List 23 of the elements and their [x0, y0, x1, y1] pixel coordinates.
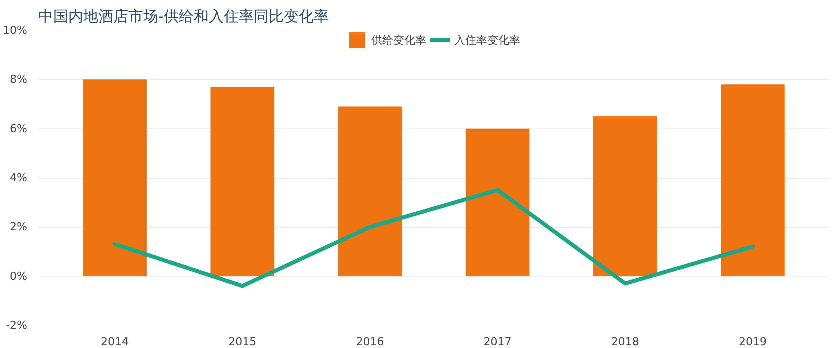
legend-label: 供给变化率: [372, 32, 426, 48]
bar: [83, 80, 147, 276]
x-tick-label: 2016: [356, 336, 384, 348]
legend-label: 入住率变化率: [454, 32, 520, 48]
bar: [721, 84, 785, 276]
x-tick-label: 2019: [738, 336, 767, 348]
y-tick-label: 2%: [10, 220, 28, 234]
x-tick-label: 2018: [611, 336, 640, 348]
y-tick-label: 8%: [10, 73, 28, 86]
y-tick-label: -2%: [6, 319, 28, 332]
x-tick-label: 2014: [101, 336, 130, 348]
x-tick-label: 2015: [228, 336, 257, 348]
bar: [210, 87, 275, 276]
y-tick-label: 0%: [10, 270, 28, 283]
x-tick-label: 2017: [484, 336, 512, 348]
line-series: [113, 188, 755, 288]
bar: [466, 128, 530, 276]
y-tick-label: 4%: [10, 172, 28, 184]
y-tick-label: 10%: [3, 24, 28, 37]
bar: [338, 106, 402, 276]
bar: [593, 116, 658, 276]
y-tick-label: 6%: [10, 122, 28, 136]
chart-title: 中国内地酒店市场-供给和入住率同比变化率: [38, 8, 329, 26]
